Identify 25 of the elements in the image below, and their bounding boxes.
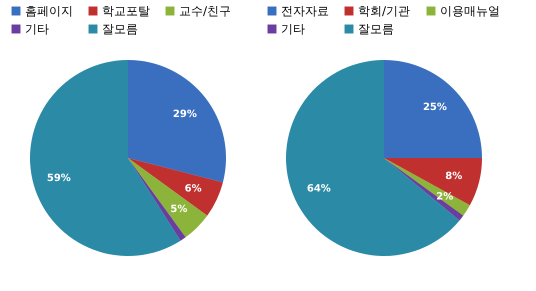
data-label: 64%	[306, 184, 331, 195]
legend-label: 홈페이지	[25, 4, 73, 18]
pie-slice	[128, 158, 208, 238]
pie-slice	[286, 60, 460, 256]
legend-label: 기타	[25, 22, 49, 36]
data-label: 59%	[46, 173, 71, 184]
legend-label: 학교포탈	[102, 4, 150, 18]
pie-slice	[384, 158, 482, 206]
data-label: 5%	[170, 204, 188, 215]
data-label: 2%	[436, 192, 454, 203]
data-label: 6%	[184, 184, 202, 195]
legend-label: 잘모름	[102, 22, 138, 36]
data-label: 25%	[422, 102, 447, 114]
legend-label: 기타	[281, 22, 305, 36]
pie-slice	[128, 60, 226, 182]
legend-label: 잘모름	[358, 22, 394, 36]
legend-label: 교수/친구	[179, 4, 232, 18]
pie-slice	[384, 60, 482, 158]
legend-label: 이용매뉴얼	[440, 4, 500, 18]
data-label: 8%	[445, 170, 462, 182]
pie-slice	[128, 158, 223, 216]
data-label: 29%	[172, 108, 197, 120]
pie-slice	[128, 158, 186, 241]
legend-label: 학회/기관	[358, 4, 410, 18]
legend-label: 전자자료	[281, 4, 329, 18]
